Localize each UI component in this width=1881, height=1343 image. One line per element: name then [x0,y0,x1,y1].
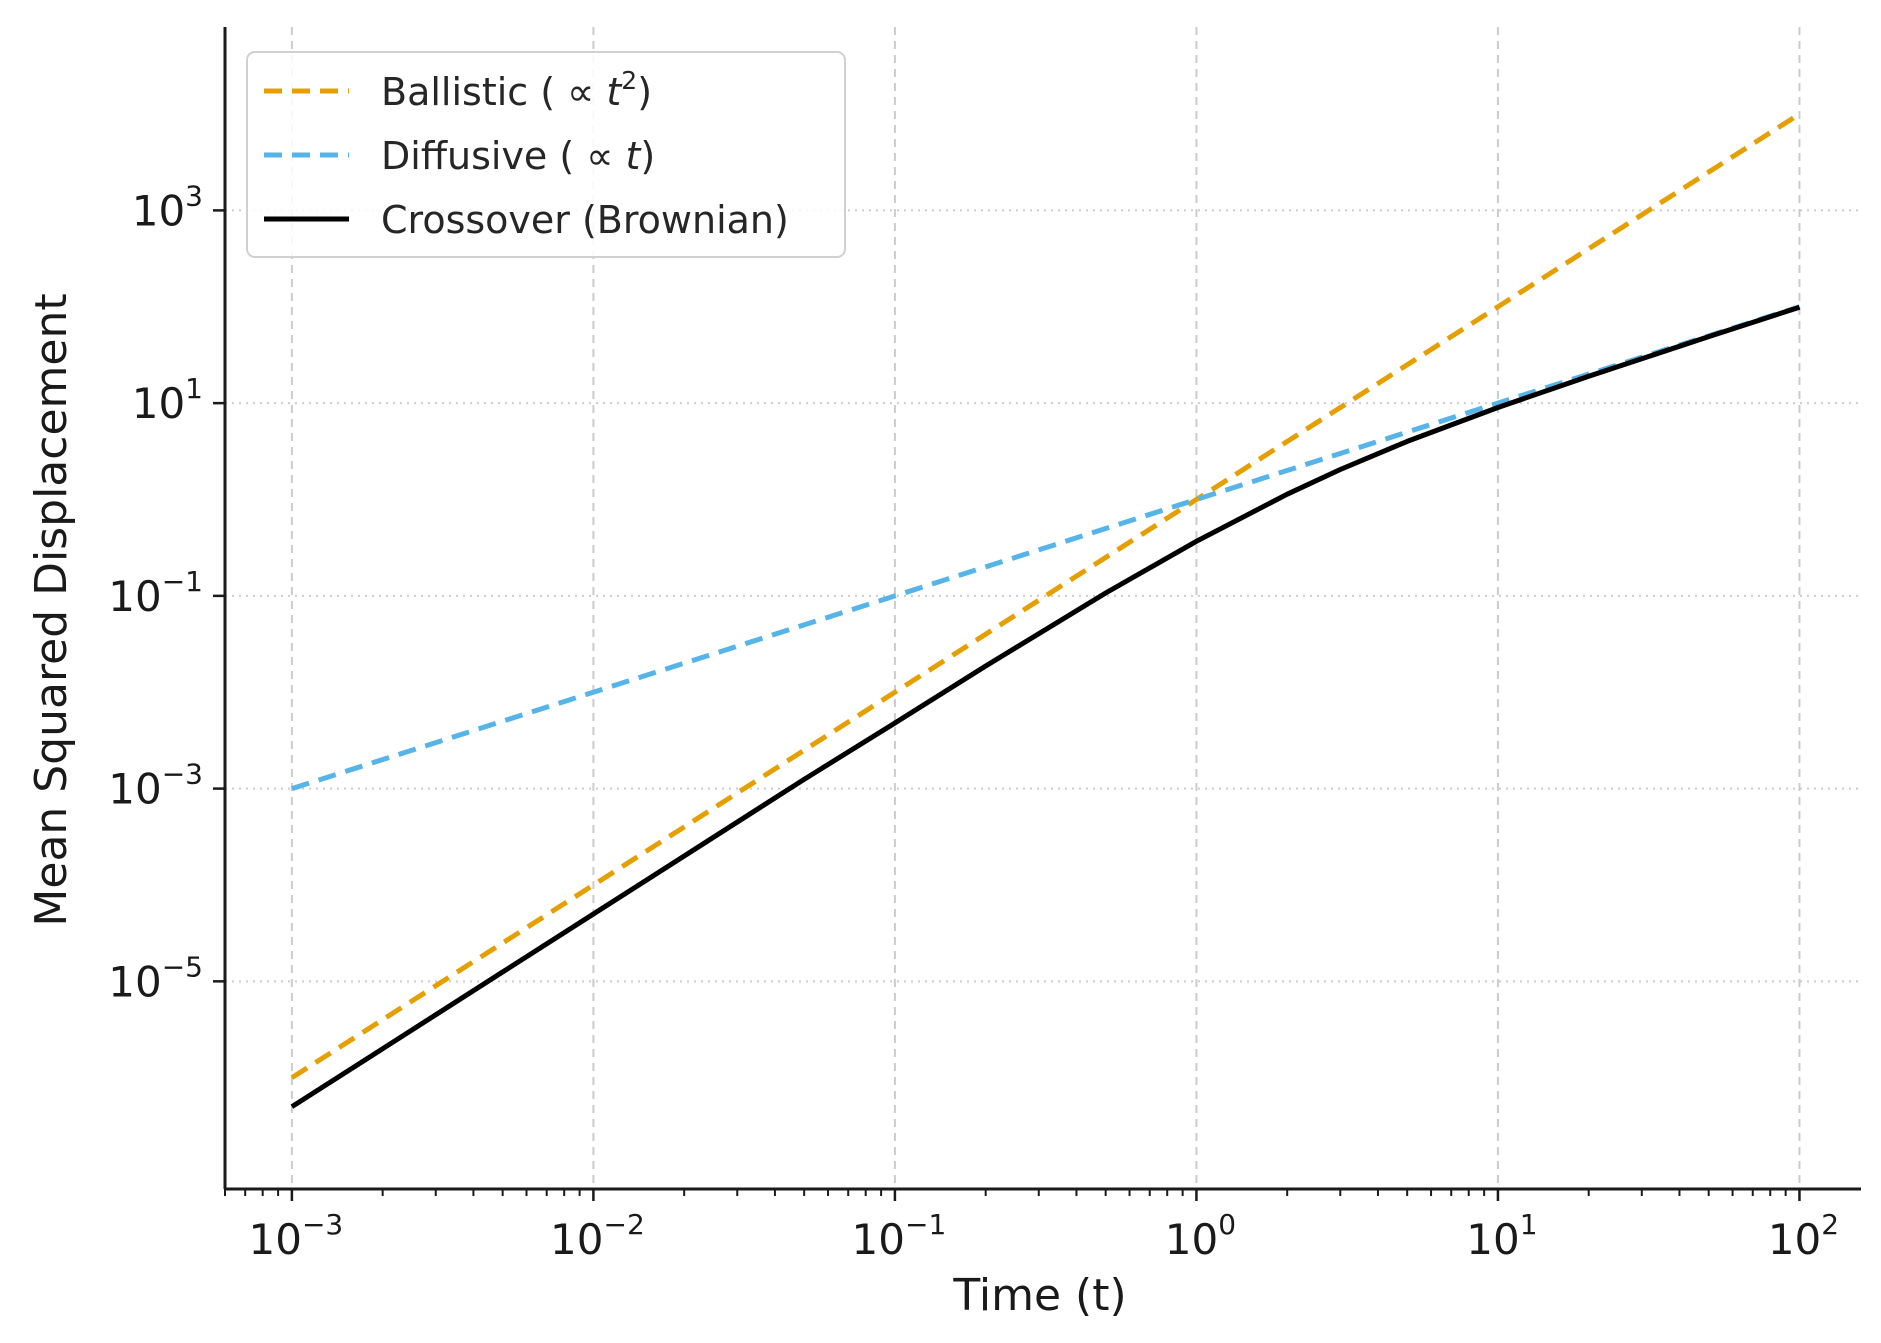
legend-label-2: Crossover (Brownian) [381,198,789,242]
x-axis-label: Time (t) [952,1270,1126,1321]
legend-label-1: Diffusive ( ∝ t) [381,134,655,178]
series-line-0 [290,111,1801,1080]
axes [213,27,1861,1201]
grid-lines [225,27,1861,1189]
tick-labels: 10−3 10−2 10−1 100 101 102 10−5 10−3 10−1 101 103 [108,179,1839,1264]
x-tick-label-2: 10−1 [852,1208,947,1264]
y-tick-label-0: 10−5 [108,950,203,1006]
x-tick-label-5: 102 [1768,1208,1839,1264]
legend-box [246,51,846,258]
x-tick-label-1: 10−2 [550,1208,645,1264]
x-tick-label-3: 100 [1165,1208,1236,1264]
y-tick-label-3: 101 [132,372,203,428]
y-axis-label: Mean Squared Displacement [26,293,77,926]
legend-label-0: Ballistic ( ∝ t2) [381,66,652,114]
x-tick-label-0: 10−3 [249,1208,344,1264]
series-line-2 [290,304,1801,1109]
legend: Ballistic ( ∝ t2) Diffusive ( ∝ t) Crossov… [246,51,846,258]
y-tick-label-1: 10−3 [108,758,203,814]
series-lines [290,111,1801,1109]
x-tick-label-4: 101 [1466,1208,1537,1264]
y-tick-label-4: 103 [132,179,203,235]
y-tick-label-2: 10−1 [108,565,203,621]
series-line-1 [291,304,1801,791]
